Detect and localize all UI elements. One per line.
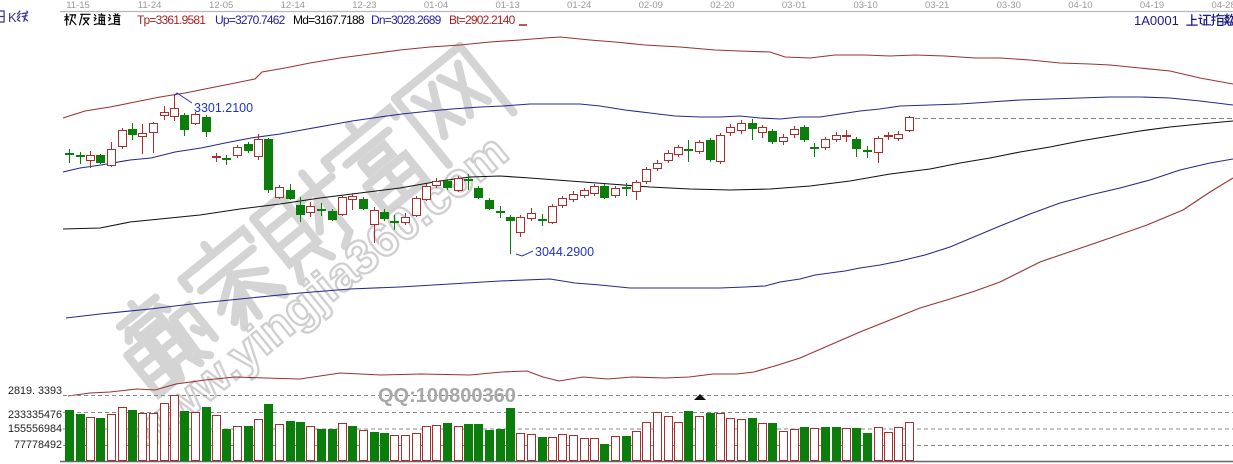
svg-text:03-30: 03-30	[997, 0, 1021, 11]
svg-text:03-01: 03-01	[782, 0, 806, 11]
svg-text:Bt=2902.2140: Bt=2902.2140	[449, 13, 516, 27]
svg-text:QQ:100800360: QQ:100800360	[378, 385, 516, 407]
svg-text:233335476: 233335476	[8, 409, 62, 421]
svg-text:02-20: 02-20	[710, 0, 734, 11]
svg-text:04-28: 04-28	[1211, 0, 1233, 11]
svg-text:11-24: 11-24	[138, 0, 162, 11]
svg-text:12-14: 12-14	[281, 0, 305, 11]
svg-text:02-09: 02-09	[639, 0, 663, 11]
svg-text:Dn=3028.2689: Dn=3028.2689	[371, 13, 442, 27]
svg-text:3301.2100: 3301.2100	[194, 101, 253, 115]
svg-text:155556984: 155556984	[8, 423, 62, 435]
svg-text:3044.2900: 3044.2900	[535, 245, 594, 259]
svg-text:77778492: 77778492	[14, 439, 62, 451]
svg-text:04-10: 04-10	[1068, 0, 1092, 11]
svg-text:03-21: 03-21	[925, 0, 949, 11]
svg-text:Up=3270.7462: Up=3270.7462	[215, 13, 286, 27]
svg-text:12-05: 12-05	[209, 0, 233, 11]
svg-text:01-13: 01-13	[495, 0, 519, 11]
svg-text:11-15: 11-15	[66, 0, 90, 11]
svg-text:03-10: 03-10	[853, 0, 877, 11]
svg-text:12-23: 12-23	[352, 0, 376, 11]
svg-text:2819. 3393: 2819. 3393	[8, 385, 62, 397]
svg-text:Md=3167.7188: Md=3167.7188	[293, 13, 365, 27]
svg-text:04-19: 04-19	[1140, 0, 1164, 11]
svg-text:01-04: 01-04	[424, 0, 448, 11]
svg-text:K: K	[8, 10, 17, 25]
svg-text:1A0001: 1A0001	[1134, 13, 1179, 28]
svg-text:Tp=3361.9581: Tp=3361.9581	[137, 13, 206, 27]
svg-text:01-24: 01-24	[567, 0, 591, 11]
